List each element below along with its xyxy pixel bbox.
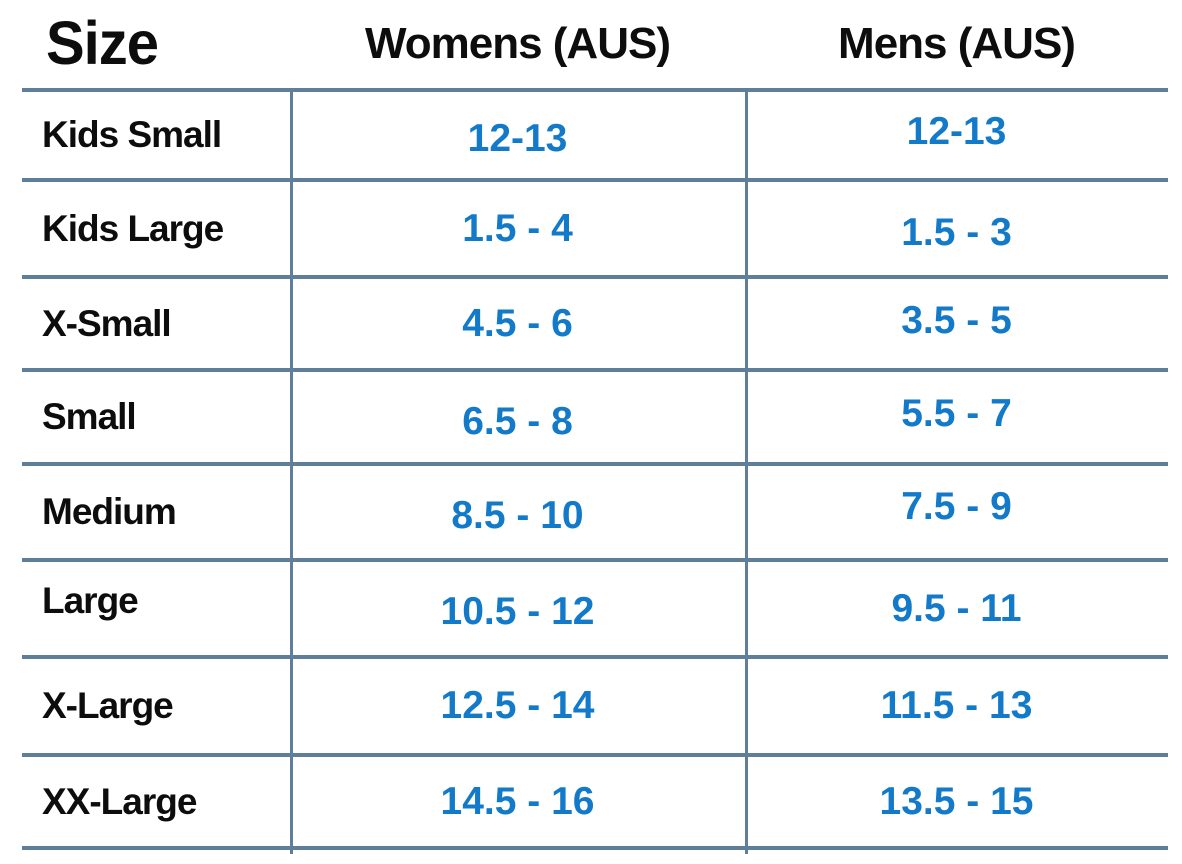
size-chart-grid: Size Womens (AUS) Mens (AUS) Kids Small … — [22, 0, 1168, 854]
column-header-size: Size — [46, 9, 159, 78]
table-row: XX-Large 14.5 - 16 13.5 - 15 — [22, 753, 1168, 850]
table-body: Kids Small 12-13 12-13 Kids Large 1.5 - … — [22, 88, 1168, 850]
size-label-cell: Small — [42, 396, 137, 437]
size-label-cell: Kids Small — [42, 114, 222, 155]
mens-value-cell: 13.5 - 15 — [879, 779, 1034, 823]
womens-value-cell: 14.5 - 16 — [440, 779, 595, 823]
womens-value-cell: 8.5 - 10 — [451, 494, 584, 537]
table-row: Small 6.5 - 8 5.5 - 7 — [22, 368, 1168, 462]
column-divider-1 — [290, 88, 293, 854]
table-header-row: Size Womens (AUS) Mens (AUS) — [22, 0, 1168, 88]
table-row: X-Large 12.5 - 14 11.5 - 13 — [22, 655, 1168, 753]
womens-value-cell: 4.5 - 6 — [462, 301, 573, 345]
mens-value-cell: 3.5 - 5 — [901, 298, 1012, 342]
size-label-cell: X-Small — [42, 302, 172, 344]
size-label-cell: Large — [42, 579, 139, 621]
size-label-cell: Medium — [42, 491, 177, 532]
column-divider-2 — [745, 88, 748, 854]
column-header-womens-aus: Womens (AUS) — [365, 19, 671, 68]
table-row: Kids Large 1.5 - 4 1.5 - 3 — [22, 178, 1168, 275]
womens-value-cell: 12-13 — [467, 117, 568, 160]
womens-value-cell: 12.5 - 14 — [440, 684, 595, 727]
womens-value-cell: 6.5 - 8 — [462, 400, 573, 443]
mens-value-cell: 7.5 - 9 — [901, 485, 1012, 528]
womens-value-cell: 1.5 - 4 — [462, 206, 573, 250]
column-header-mens-aus: Mens (AUS) — [838, 19, 1076, 68]
size-label-cell: X-Large — [42, 685, 174, 726]
mens-value-cell: 9.5 - 11 — [891, 586, 1022, 630]
size-label-cell: Kids Large — [42, 207, 224, 249]
table-row: Kids Small 12-13 12-13 — [22, 88, 1168, 178]
table-row: Medium 8.5 - 10 7.5 - 9 — [22, 462, 1168, 558]
table-row: X-Small 4.5 - 6 3.5 - 5 — [22, 275, 1168, 368]
mens-value-cell: 1.5 - 3 — [901, 210, 1012, 254]
mens-value-cell: 5.5 - 7 — [901, 392, 1012, 435]
mens-value-cell: 12-13 — [906, 110, 1007, 153]
size-label-cell: XX-Large — [42, 780, 197, 822]
mens-value-cell: 11.5 - 13 — [880, 684, 1033, 727]
womens-value-cell: 10.5 - 12 — [440, 589, 595, 633]
table-row: Large 10.5 - 12 9.5 - 11 — [22, 558, 1168, 655]
